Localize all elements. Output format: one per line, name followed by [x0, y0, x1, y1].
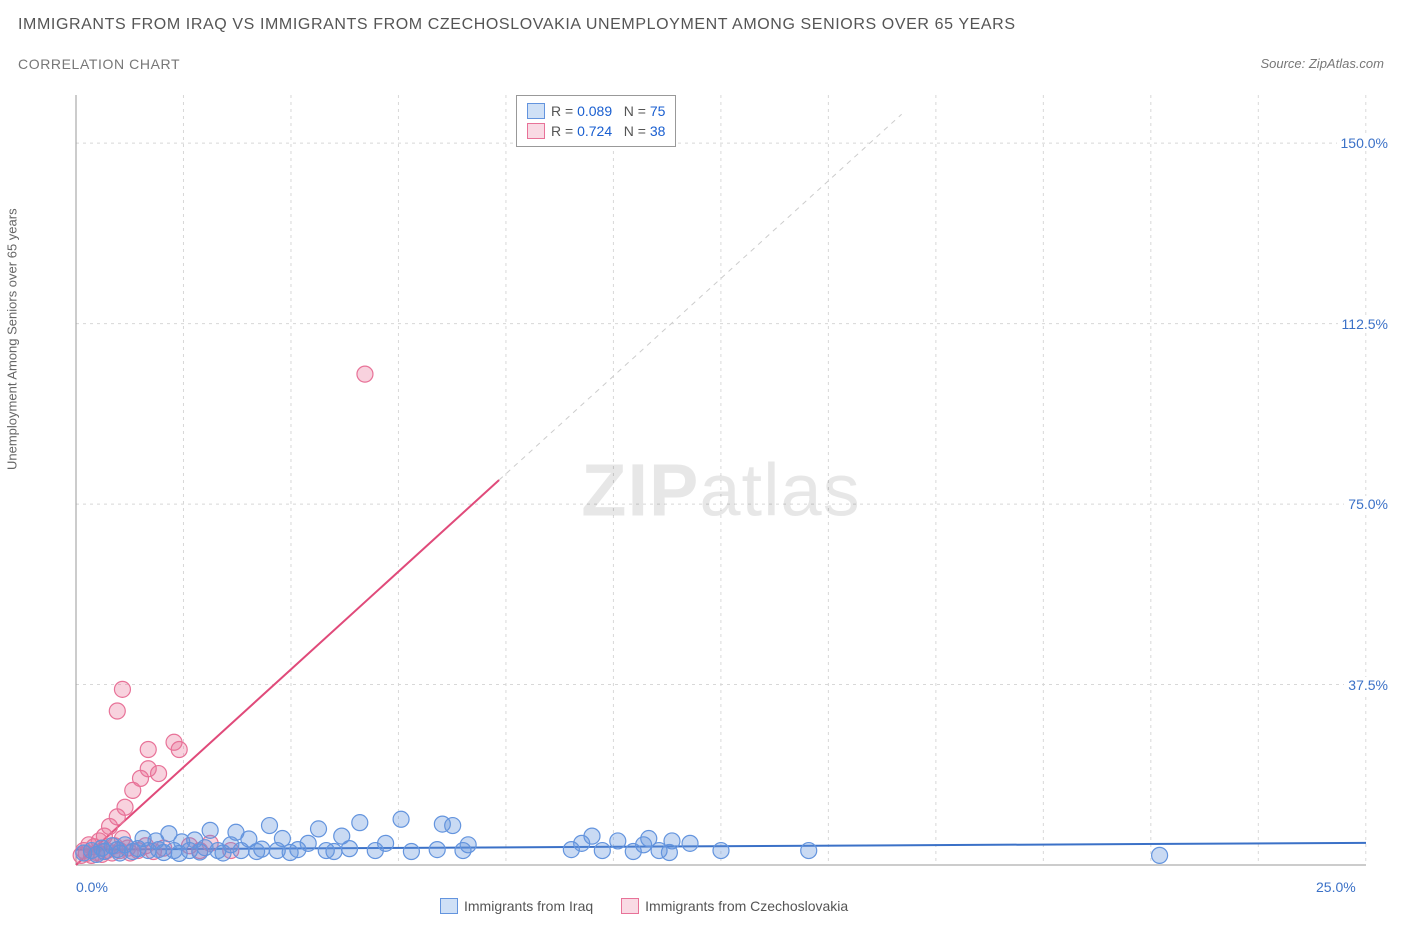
legend-stats: R = 0.089 N = 75 — [551, 101, 665, 121]
legend-swatch — [527, 103, 545, 119]
series-label: Immigrants from Czechoslovakia — [645, 898, 848, 914]
legend-stats: R = 0.724 N = 38 — [551, 121, 665, 141]
series-label: Immigrants from Iraq — [464, 898, 593, 914]
chart-title: IMMIGRANTS FROM IRAQ VS IMMIGRANTS FROM … — [18, 16, 1016, 34]
y-tick-label: 37.5% — [1344, 677, 1388, 693]
series-swatch — [621, 898, 639, 914]
x-tick-label: 0.0% — [76, 879, 108, 895]
chart-subtitle: CORRELATION CHART — [18, 56, 180, 72]
legend-row: R = 0.089 N = 75 — [527, 101, 665, 121]
y-axis-label: Unemployment Among Seniors over 65 years — [5, 208, 20, 470]
y-tick-label: 150.0% — [1337, 135, 1388, 151]
source-label: Source: ZipAtlas.com — [1260, 56, 1384, 71]
correlation-legend: R = 0.089 N = 75 R = 0.724 N = 38 — [516, 95, 676, 147]
y-tick-label: 112.5% — [1338, 316, 1388, 332]
y-tick-label: 75.0% — [1344, 496, 1388, 512]
chart-svg — [56, 95, 1386, 885]
series-swatch — [440, 898, 458, 914]
x-tick-label: 25.0% — [1316, 879, 1356, 895]
legend-swatch — [527, 123, 545, 139]
series-legend: Immigrants from Iraq Immigrants from Czec… — [440, 898, 848, 914]
series-legend-item: Immigrants from Czechoslovakia — [621, 898, 848, 914]
legend-row: R = 0.724 N = 38 — [527, 121, 665, 141]
source-name: ZipAtlas.com — [1309, 56, 1384, 71]
source-prefix: Source: — [1260, 56, 1308, 71]
chart-plot-area: ZIPatlas — [56, 95, 1386, 885]
series-legend-item: Immigrants from Iraq — [440, 898, 593, 914]
